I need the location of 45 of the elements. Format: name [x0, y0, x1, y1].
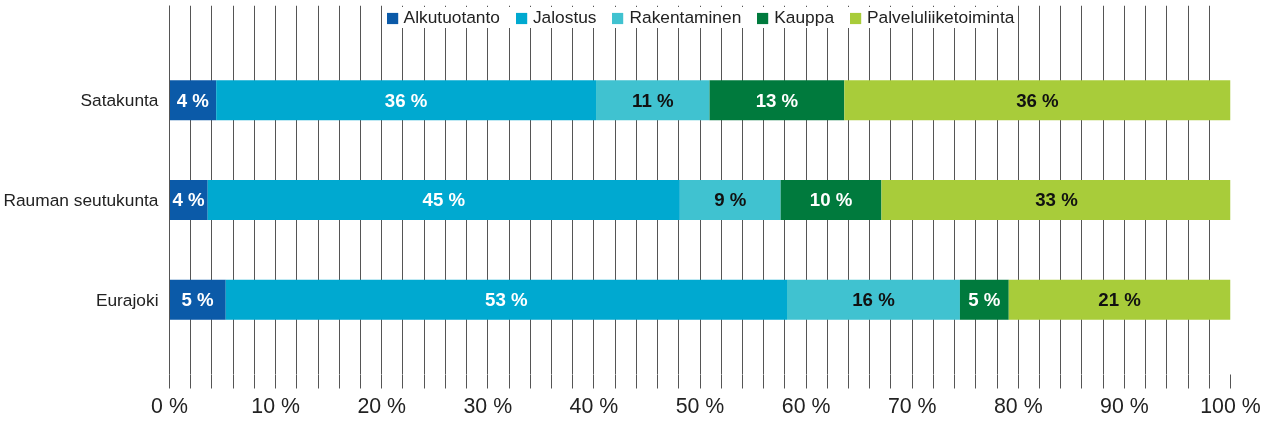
legend-label: Jalostus	[532, 7, 597, 28]
bar	[207, 180, 680, 220]
y-tick-label: Satakunta	[80, 90, 159, 111]
bar	[844, 80, 1231, 121]
data-label: 45 %	[422, 189, 466, 211]
x-tick-label: 0 %	[151, 393, 188, 418]
data-label: 53 %	[485, 289, 529, 311]
x-tick-label: 90 %	[1100, 393, 1149, 418]
y-tick-label: Rauman seutukunta	[3, 189, 159, 210]
legend-label: Rakentaminen	[629, 7, 742, 28]
bar	[787, 279, 960, 320]
x-tick-label: 60 %	[781, 393, 831, 418]
data-label: 16 %	[852, 289, 896, 311]
x-tick-label: 70 %	[887, 393, 937, 418]
data-label: 33 %	[1035, 189, 1079, 211]
bar	[780, 180, 882, 220]
x-tick-label: 80 %	[993, 393, 1043, 418]
x-tick-label: 20 %	[357, 393, 407, 418]
data-label: 5 %	[181, 289, 215, 311]
data-label: 13 %	[755, 89, 799, 111]
data-label: 4 %	[176, 89, 210, 111]
data-label: 36 %	[1016, 89, 1060, 111]
x-tick-label: 10 %	[251, 393, 300, 418]
data-label: 5 %	[968, 289, 1001, 311]
data-label: 10 %	[809, 189, 853, 211]
bar	[881, 180, 1231, 220]
data-label: 11 %	[632, 89, 674, 111]
x-tick-label: 40 %	[569, 393, 619, 418]
bar	[596, 80, 710, 121]
data-label: 4 %	[172, 189, 206, 211]
legend-label: Alkutuotanto	[403, 7, 500, 28]
x-tick-label: 50 %	[675, 393, 725, 418]
x-tick-label: 100 %	[1200, 393, 1261, 418]
bar	[709, 80, 845, 121]
legend-label: Kauppa	[774, 7, 835, 28]
y-tick-label: Eurajoki	[95, 289, 159, 310]
data-label: 36 %	[384, 89, 428, 111]
x-tick-label: 30 %	[463, 393, 513, 418]
data-label: 9 %	[714, 189, 747, 211]
legend-label: Palveluliiketoiminta	[867, 7, 1015, 28]
bar	[679, 180, 781, 220]
bar	[216, 80, 597, 121]
bar	[225, 279, 787, 320]
bar	[1008, 279, 1231, 320]
data-label: 21 %	[1098, 289, 1142, 311]
